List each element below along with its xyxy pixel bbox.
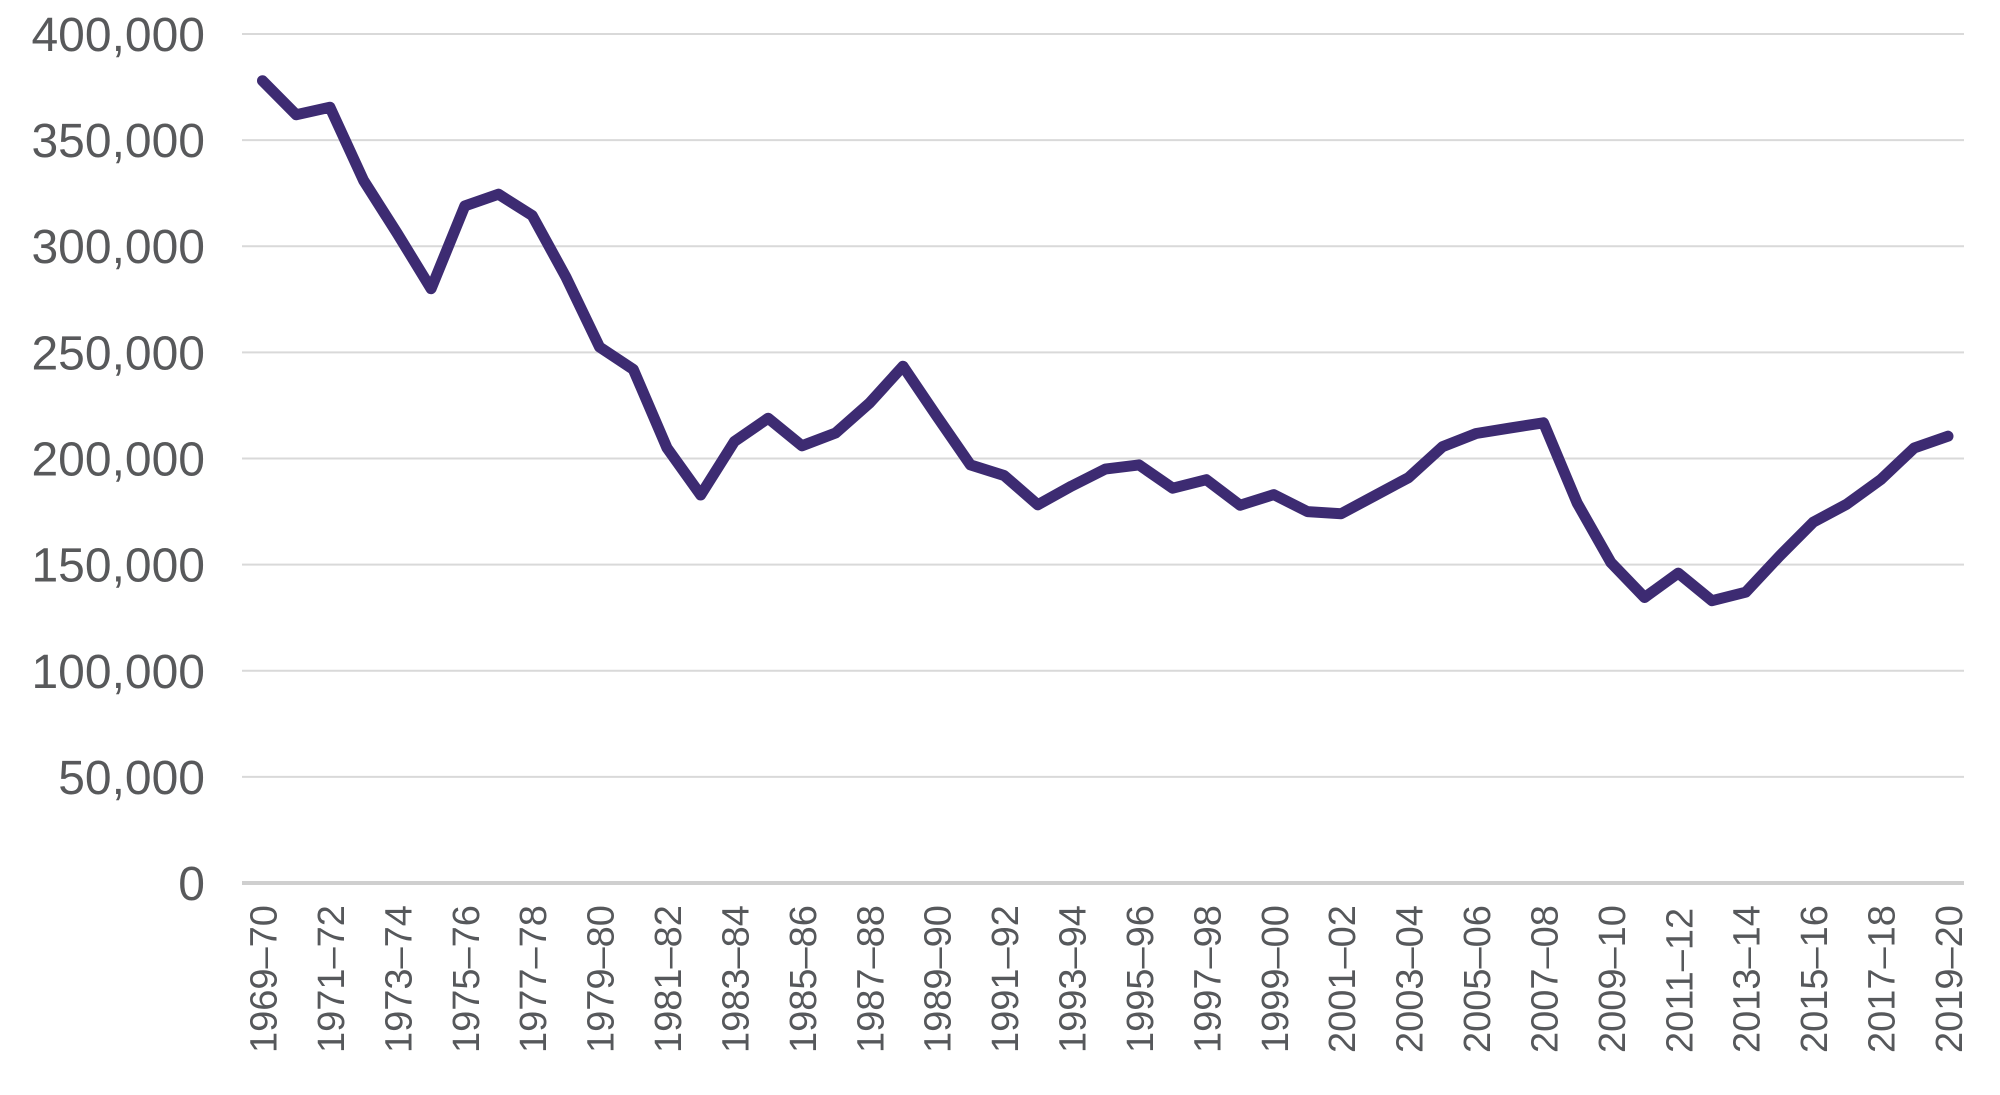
- svg-text:0: 0: [178, 858, 205, 911]
- svg-text:2005–06: 2005–06: [1457, 905, 1499, 1053]
- svg-text:2009–10: 2009–10: [1592, 905, 1634, 1053]
- svg-text:1973–74: 1973–74: [378, 905, 420, 1053]
- svg-text:50,000: 50,000: [58, 752, 205, 805]
- svg-text:2003–04: 2003–04: [1390, 905, 1432, 1053]
- svg-text:1971–72: 1971–72: [311, 905, 353, 1053]
- svg-text:1995–96: 1995–96: [1120, 905, 1162, 1053]
- svg-text:1987–88: 1987–88: [850, 905, 892, 1053]
- svg-text:1999–00: 1999–00: [1255, 905, 1297, 1053]
- svg-text:350,000: 350,000: [31, 115, 205, 168]
- svg-text:2019–20: 2019–20: [1929, 905, 1971, 1053]
- svg-text:2013–14: 2013–14: [1727, 905, 1769, 1053]
- svg-text:250,000: 250,000: [31, 327, 205, 380]
- svg-text:2007–08: 2007–08: [1525, 905, 1567, 1053]
- svg-text:1969–70: 1969–70: [244, 905, 286, 1053]
- svg-text:1997–98: 1997–98: [1187, 905, 1229, 1053]
- svg-text:200,000: 200,000: [31, 434, 205, 487]
- svg-text:2011–12: 2011–12: [1659, 908, 1701, 1053]
- svg-text:1975–76: 1975–76: [446, 905, 488, 1053]
- svg-text:1979–80: 1979–80: [581, 905, 623, 1053]
- svg-text:1991–92: 1991–92: [985, 905, 1027, 1053]
- svg-text:2015–16: 2015–16: [1794, 905, 1836, 1053]
- svg-text:150,000: 150,000: [31, 540, 205, 593]
- svg-text:2017–18: 2017–18: [1862, 905, 1904, 1053]
- svg-text:100,000: 100,000: [31, 646, 205, 699]
- svg-text:1977–78: 1977–78: [513, 905, 555, 1053]
- svg-text:1983–84: 1983–84: [715, 905, 757, 1053]
- svg-text:1989–90: 1989–90: [918, 905, 960, 1053]
- svg-text:400,000: 400,000: [31, 9, 205, 62]
- svg-text:1985–86: 1985–86: [783, 905, 825, 1053]
- svg-text:2001–02: 2001–02: [1322, 905, 1364, 1053]
- svg-text:1981–82: 1981–82: [648, 905, 690, 1053]
- svg-text:1993–94: 1993–94: [1053, 905, 1095, 1053]
- svg-text:300,000: 300,000: [31, 221, 205, 274]
